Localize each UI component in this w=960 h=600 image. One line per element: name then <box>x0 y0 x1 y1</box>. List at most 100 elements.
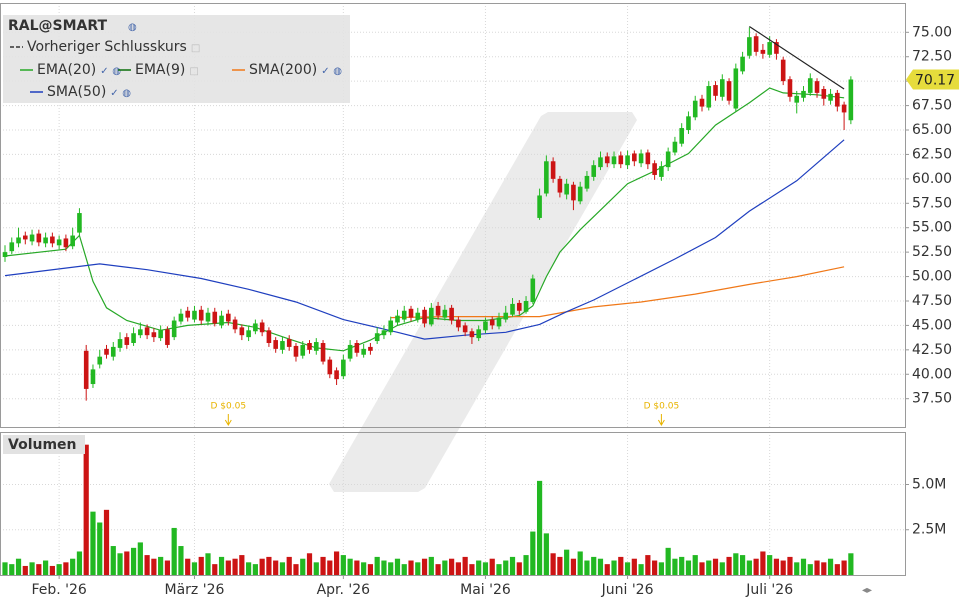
volume-bar <box>259 558 265 575</box>
legend-toggle[interactable]: ✓ <box>100 66 108 77</box>
candle-body <box>801 90 806 98</box>
volume-bar <box>401 564 407 575</box>
volume-bar <box>117 553 123 575</box>
volume-bar <box>455 562 461 575</box>
volume-bar <box>449 558 455 575</box>
volume-bar <box>469 564 475 575</box>
volume-bar <box>489 558 495 575</box>
legend-label: EMA(9) <box>135 62 185 78</box>
volume-bar <box>15 558 22 575</box>
candle-body <box>449 307 454 321</box>
candle-body <box>117 339 123 348</box>
candle-body <box>388 320 394 333</box>
candle-body <box>124 337 130 345</box>
candle-body <box>564 183 569 195</box>
candle-body <box>320 343 326 362</box>
candle-body <box>429 307 434 325</box>
volume-bar <box>733 553 739 575</box>
candle-body <box>638 153 644 164</box>
legend-label: SMA(50) <box>47 84 106 100</box>
candle-body <box>138 329 143 336</box>
candle-body <box>530 278 536 302</box>
volume-bar <box>848 553 854 575</box>
candle-body <box>686 116 691 131</box>
candle-body <box>158 330 163 339</box>
y-tick-label: 55.00 <box>912 220 952 236</box>
candle-body <box>489 319 495 326</box>
y-tick-label: 57.50 <box>912 195 952 211</box>
candle-body <box>510 303 515 315</box>
legend-toggle[interactable]: □ <box>189 66 198 77</box>
candle-body <box>848 79 854 121</box>
candle-body <box>835 92 840 107</box>
volume-bar <box>49 565 55 575</box>
legend-label: SMA(200) <box>249 62 317 78</box>
y-tick-label: 50.00 <box>912 269 952 285</box>
candle-body <box>16 237 21 244</box>
candle-body <box>659 166 664 177</box>
volume-bar <box>591 556 597 575</box>
volume-bar <box>638 564 644 575</box>
volume-bar <box>597 558 604 575</box>
volume-bar <box>658 562 664 575</box>
candle-body <box>516 302 522 311</box>
candle-body <box>50 236 55 244</box>
candle-body <box>679 128 684 144</box>
volume-bar <box>570 558 577 575</box>
candle-body <box>171 320 177 338</box>
legend-toggle[interactable]: ✓ <box>321 66 329 77</box>
candle-body <box>2 252 8 258</box>
volume-bar <box>665 547 671 575</box>
candle-body <box>9 242 15 252</box>
legend-toggle[interactable]: □ <box>191 43 200 54</box>
volume-bar <box>225 560 231 575</box>
volume-bar <box>124 551 130 575</box>
candle-body <box>23 235 28 240</box>
candle-body <box>56 239 62 246</box>
volume-bar <box>374 556 380 575</box>
candle-body <box>43 237 48 244</box>
legend-toggle[interactable]: ✓ <box>110 88 118 99</box>
candle-body <box>198 309 204 321</box>
volume-bar <box>618 556 624 575</box>
candle-body <box>476 329 481 339</box>
trendline <box>749 25 845 90</box>
scroll-icon[interactable]: ◂▸ <box>862 585 872 596</box>
volume-bar <box>421 558 428 575</box>
x-tick-label: Mai '26 <box>460 582 511 598</box>
candle-body <box>787 79 793 97</box>
volume-bar <box>158 556 164 575</box>
legend-box <box>3 15 350 103</box>
candle-body <box>794 95 800 103</box>
candle-body <box>841 104 847 113</box>
volume-bar <box>22 565 28 575</box>
x-tick-label: Juni '26 <box>601 582 654 598</box>
candle-body <box>286 339 292 347</box>
candle-body <box>740 56 745 72</box>
candle-body <box>760 49 766 54</box>
volume-bar <box>171 527 177 575</box>
candle-body <box>110 346 116 357</box>
y-tick-label: 67.50 <box>912 98 952 114</box>
volume-bar <box>753 558 759 575</box>
volume-bar <box>739 555 746 575</box>
volume-bar <box>462 556 468 575</box>
candle-body <box>618 155 624 165</box>
volume-bar <box>218 556 225 575</box>
legend-icon: ◍ <box>333 66 342 77</box>
volume-bar <box>191 562 198 575</box>
candle-body <box>253 323 258 332</box>
volume-bar <box>63 562 69 575</box>
candle-body <box>774 42 779 54</box>
volume-bar <box>137 542 143 575</box>
volume-bar <box>726 556 732 575</box>
volume-bar <box>36 564 42 575</box>
legend-label: EMA(20) <box>37 62 96 78</box>
candle-body <box>70 235 75 247</box>
volume-bar <box>435 564 441 575</box>
volume-bar <box>827 558 834 575</box>
volume-bar <box>394 558 401 575</box>
candle-body <box>469 331 475 338</box>
candle-body <box>652 163 657 175</box>
volume-bar <box>103 509 110 575</box>
